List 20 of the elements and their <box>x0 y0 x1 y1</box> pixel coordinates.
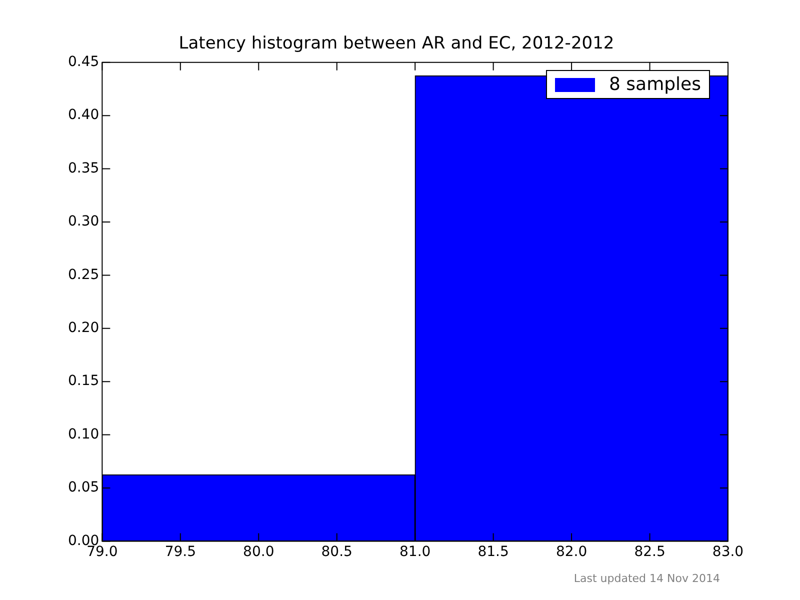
y-tick-label: 0.35 <box>68 160 100 176</box>
chart-title: Latency histogram between AR and EC, 2012-2012 <box>178 34 614 54</box>
y-tick-label: 0.30 <box>68 214 100 230</box>
legend-label: 8 samples <box>609 74 701 95</box>
y-tick-label: 0.40 <box>68 107 100 124</box>
x-tick-label: 82.0 <box>556 544 588 560</box>
y-tick-label: 0.10 <box>68 426 100 442</box>
x-tick-label: 81.0 <box>400 544 431 560</box>
x-tick-label: 81.5 <box>478 544 509 560</box>
x-tick-label: 82.5 <box>634 544 666 560</box>
x-tick-label: 83.0 <box>712 544 744 560</box>
x-tick-label: 79.5 <box>164 544 196 560</box>
x-tick-label: 80.5 <box>321 544 352 560</box>
text: Last updated 14 Nov 2014 <box>574 572 720 585</box>
y-tick-label: 0.20 <box>68 320 100 336</box>
y-tick-label: 0.15 <box>68 373 100 390</box>
x-tick-label: 80.0 <box>243 544 274 560</box>
y-tick-label: 0.05 <box>68 480 100 496</box>
y-tick-label: 0.45 <box>68 54 100 70</box>
y-tick-label: 0.25 <box>68 266 100 283</box>
